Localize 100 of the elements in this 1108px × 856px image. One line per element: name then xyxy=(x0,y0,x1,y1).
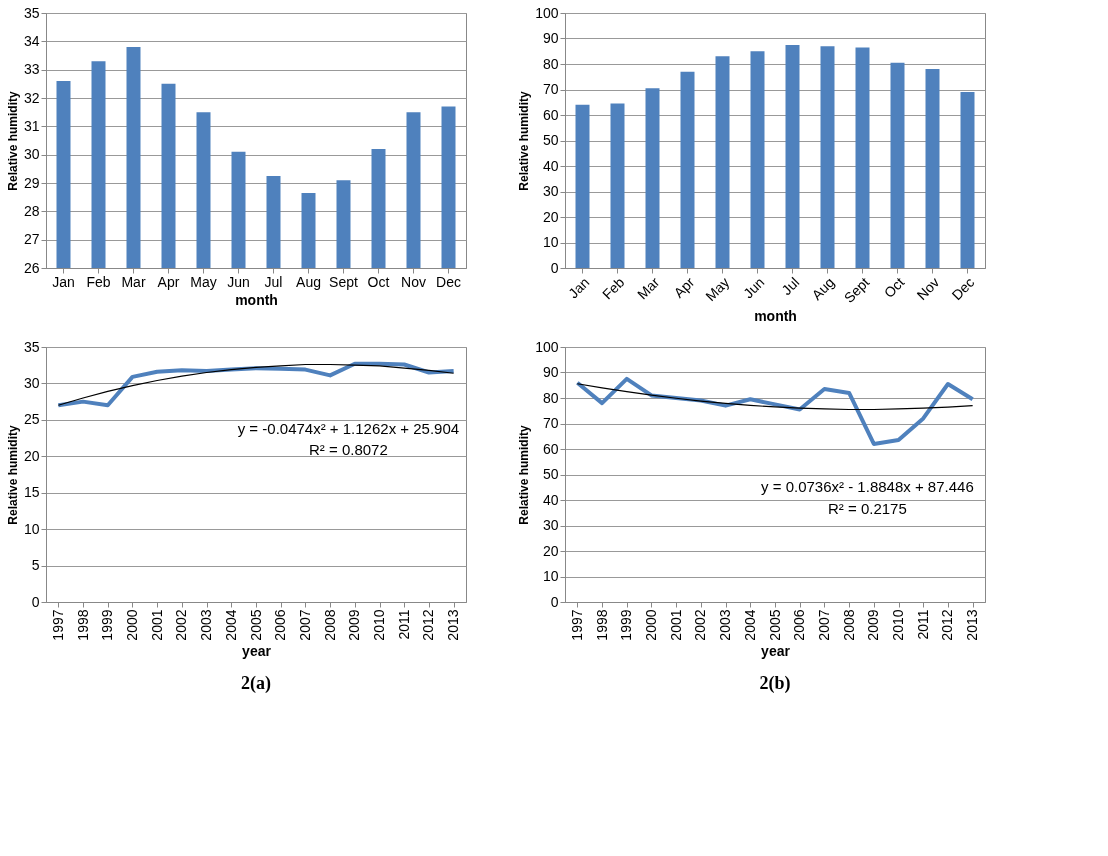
y-tick-label: 50 xyxy=(542,132,559,148)
x-tick-label: Apr xyxy=(157,273,180,290)
x-tick-label: May xyxy=(190,273,217,290)
x-tick-label: Feb xyxy=(599,273,628,303)
x-tick-label: 2001 xyxy=(148,609,165,641)
x-tick-label: 2010 xyxy=(890,609,907,641)
annotation: R² = 0.8072 xyxy=(308,441,388,459)
x-tick-label: 2002 xyxy=(692,609,709,641)
line-series xyxy=(576,383,974,411)
x-tick-label: 2008 xyxy=(321,609,338,641)
y-tick-label: 0 xyxy=(550,593,559,610)
x-tick-label: 2007 xyxy=(296,609,313,641)
x-tick-label: Nov xyxy=(913,274,943,304)
x-axis-title: month xyxy=(754,307,797,324)
x-tick-label: Feb xyxy=(86,273,111,290)
x-tick-label: 1997 xyxy=(49,609,66,641)
y-tick-label: 70 xyxy=(542,415,559,431)
x-axis-title: year xyxy=(242,642,272,659)
x-tick-label: Jun xyxy=(740,274,768,302)
x-tick-label: 1998 xyxy=(74,609,91,641)
x-tick-label: 2006 xyxy=(791,609,808,641)
y-axis-title: Relative humidity xyxy=(517,425,532,525)
y-tick-label: 5 xyxy=(31,557,40,574)
y-axis-title: Relative humidity xyxy=(5,425,20,525)
bar xyxy=(575,104,590,268)
x-tick-label: Jan xyxy=(565,274,593,302)
x-tick-label: Nov xyxy=(401,273,426,290)
x-axis-title: year xyxy=(761,642,791,659)
x-tick-label: Mar xyxy=(634,273,663,303)
y-tick-label: 26 xyxy=(23,259,40,276)
y-tick-label: 20 xyxy=(542,208,559,225)
bar xyxy=(855,47,870,268)
y-tick-label: 32 xyxy=(23,89,40,106)
x-tick-label: 2005 xyxy=(766,609,783,641)
x-tick-label: 2011 xyxy=(395,609,412,640)
y-axis-title: Relative humidity xyxy=(517,91,532,191)
bar xyxy=(890,62,905,268)
y-tick-label: 15 xyxy=(23,484,40,501)
bar xyxy=(750,51,765,268)
x-tick-label: May xyxy=(702,274,733,305)
x-tick-label: 2001 xyxy=(667,609,684,641)
x-tick-label: Jun xyxy=(227,273,250,290)
bar xyxy=(610,103,625,268)
x-tick-label: 2007 xyxy=(815,609,832,641)
x-tick-label: Apr xyxy=(670,273,698,301)
y-tick-label: 50 xyxy=(542,466,559,482)
y-tick-label: 0 xyxy=(550,259,559,276)
bar xyxy=(960,92,975,268)
x-tick-label: 1998 xyxy=(593,609,610,641)
x-tick-label: Sept xyxy=(329,273,358,290)
x-tick-label: 2002 xyxy=(173,609,190,641)
x-tick-label: 2009 xyxy=(346,609,363,641)
y-tick-label: 31 xyxy=(23,117,40,134)
y-tick-label: 100 xyxy=(535,338,559,355)
x-tick-label: Dec xyxy=(436,273,461,290)
y-tick-label: 35 xyxy=(23,338,40,355)
x-tick-label: Mar xyxy=(121,273,146,290)
x-tick-label: 2006 xyxy=(272,609,289,641)
x-tick-label: 2011 xyxy=(914,609,931,640)
bar xyxy=(925,69,940,268)
annotation: R² = 0.2175 xyxy=(827,499,907,517)
text: 2(a) xyxy=(241,673,271,694)
x-tick-label: 1997 xyxy=(568,609,585,641)
y-tick-label: 28 xyxy=(23,202,40,219)
bar xyxy=(820,46,835,268)
x-tick-label: Jul xyxy=(778,274,803,299)
y-tick-label: 29 xyxy=(23,174,40,191)
annotation: y = 0.0736x² - 1.8848x + 87.446 xyxy=(761,478,974,496)
x-tick-label: Jul xyxy=(264,273,283,290)
x-tick-label: 2004 xyxy=(222,609,239,641)
y-tick-label: 70 xyxy=(542,81,559,97)
y-tick-label: 20 xyxy=(542,542,559,559)
x-tick-label: Dec xyxy=(948,274,978,304)
bar xyxy=(680,71,695,268)
x-tick-label: 2000 xyxy=(123,609,140,641)
y-tick-label: 90 xyxy=(542,364,559,380)
y-tick-label: 25 xyxy=(23,411,40,428)
x-tick-label: Aug xyxy=(296,273,321,290)
y-tick-label: 10 xyxy=(23,520,40,537)
y-tick-label: 10 xyxy=(542,568,559,584)
x-tick-label: 2013 xyxy=(445,609,462,641)
x-tick-label: Aug xyxy=(808,274,838,304)
bar xyxy=(645,88,660,268)
y-tick-label: 33 xyxy=(23,61,40,78)
y-tick-label: 30 xyxy=(542,183,559,199)
y-tick-label: 34 xyxy=(23,32,40,49)
x-tick-label: 2000 xyxy=(642,609,659,641)
y-tick-label: 60 xyxy=(542,440,559,457)
x-tick-label: 2012 xyxy=(420,609,437,641)
y-tick-label: 10 xyxy=(542,234,559,250)
y-tick-label: 100 xyxy=(535,4,559,21)
y-tick-label: 35 xyxy=(23,4,40,21)
x-tick-label: 2009 xyxy=(865,609,882,641)
x-tick-label: Oct xyxy=(367,273,390,290)
y-tick-label: 90 xyxy=(542,30,559,46)
bar xyxy=(715,56,730,268)
x-axis-title: month xyxy=(235,291,278,308)
y-tick-label: 30 xyxy=(23,374,40,391)
y-tick-label: 60 xyxy=(542,106,559,123)
x-tick-label: 2012 xyxy=(939,609,956,641)
